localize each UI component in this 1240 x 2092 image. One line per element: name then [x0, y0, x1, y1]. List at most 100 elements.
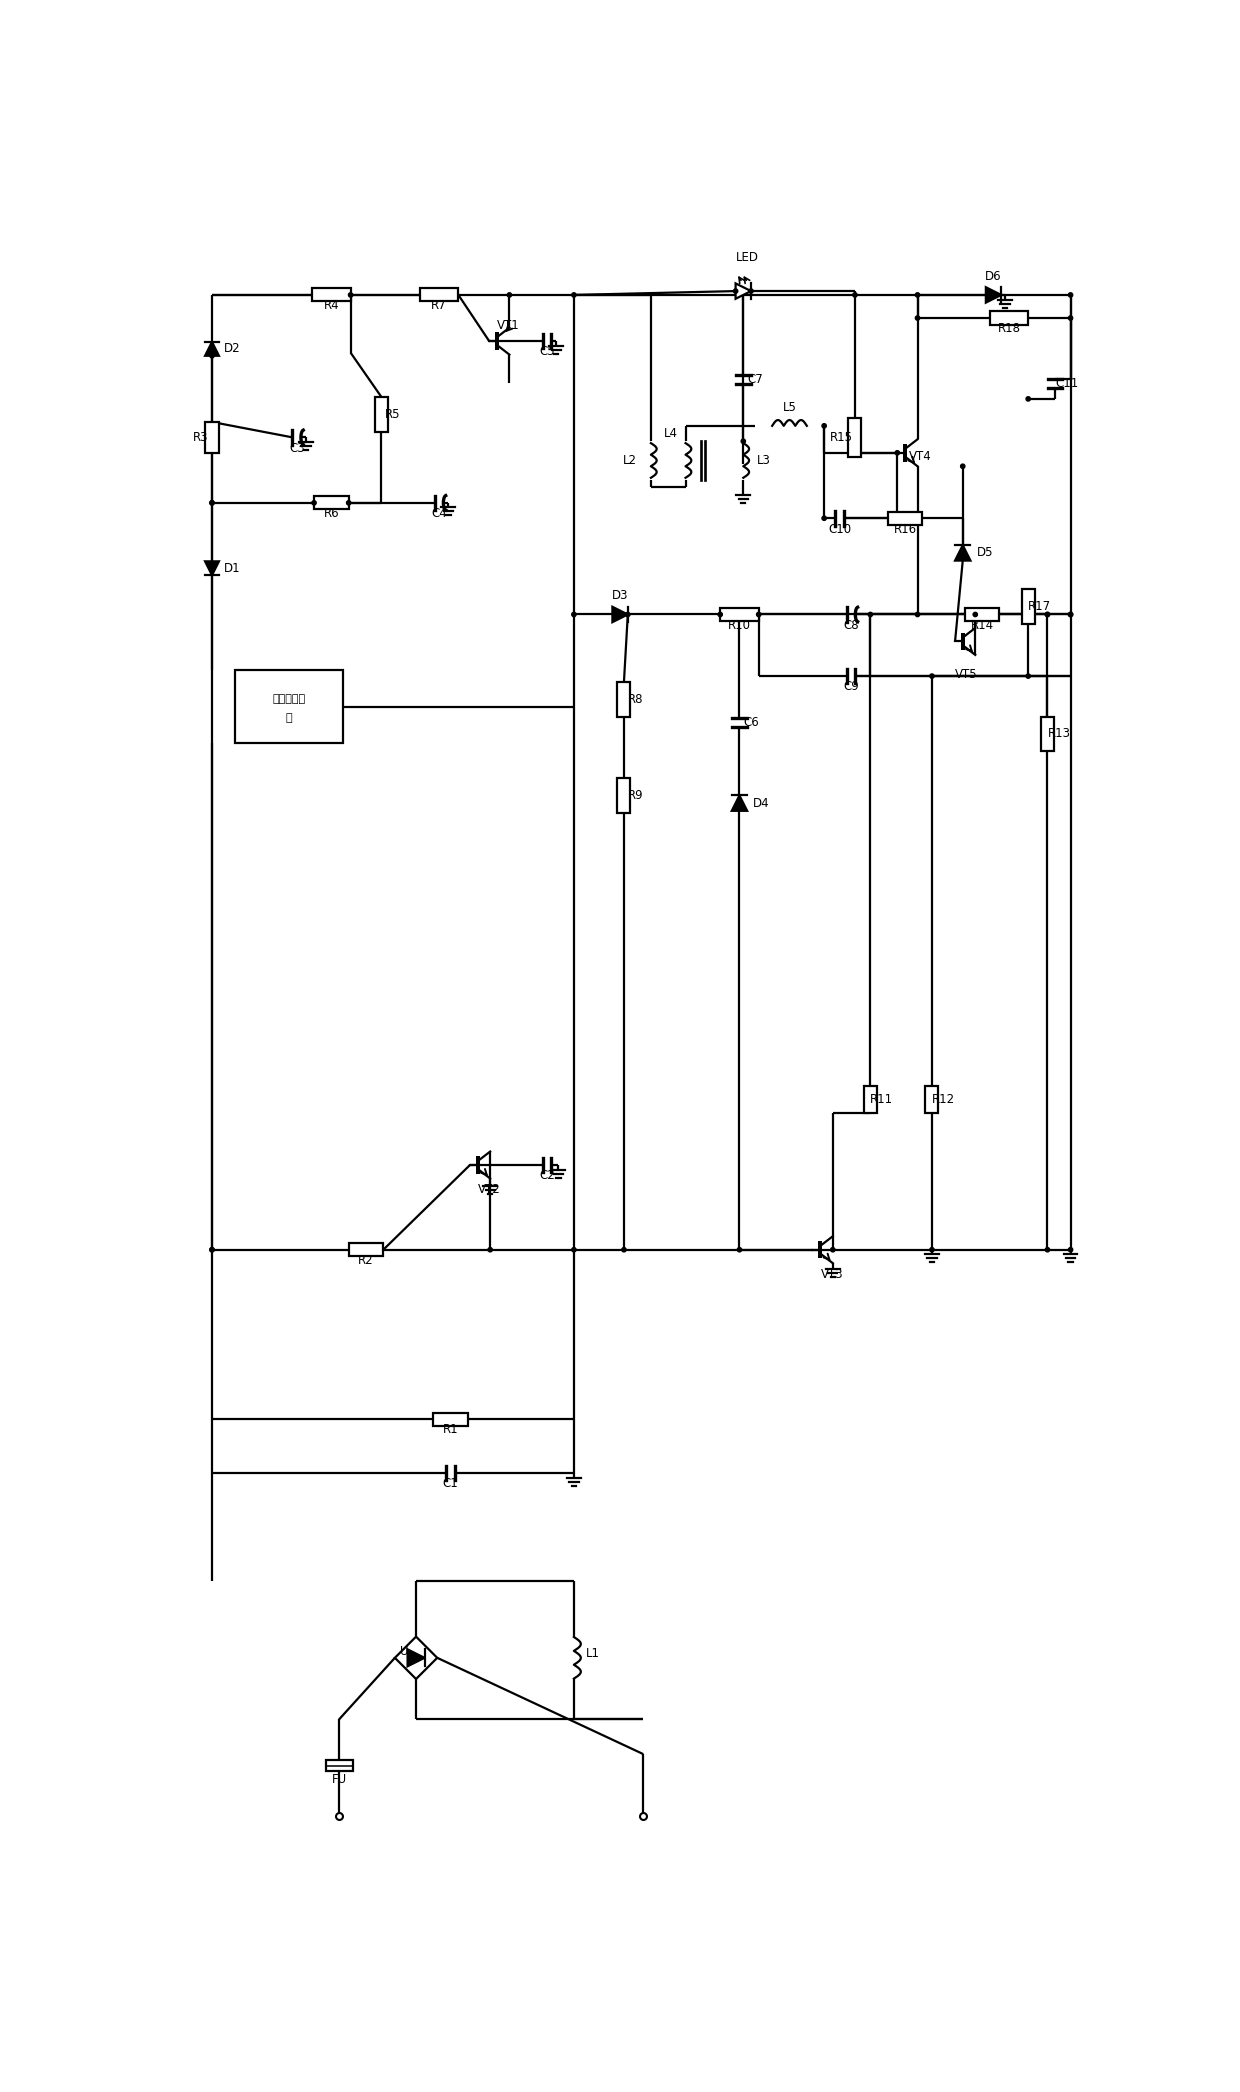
Circle shape: [733, 289, 738, 293]
Text: C9: C9: [843, 680, 859, 692]
Circle shape: [210, 500, 215, 504]
Bar: [618, 778, 630, 814]
Text: VT1: VT1: [497, 320, 520, 333]
Text: LED: LED: [735, 251, 759, 264]
Circle shape: [822, 517, 826, 521]
Text: R9: R9: [627, 789, 644, 801]
Circle shape: [822, 425, 826, 429]
Text: C1: C1: [443, 1477, 459, 1490]
Text: C4: C4: [432, 506, 448, 521]
Text: R6: R6: [324, 506, 340, 521]
Circle shape: [930, 1247, 934, 1251]
Text: R3: R3: [192, 431, 208, 444]
Circle shape: [1069, 293, 1073, 297]
Text: R17: R17: [1028, 600, 1052, 613]
Bar: [420, 289, 459, 301]
Text: R1: R1: [443, 1423, 459, 1437]
Text: C2: C2: [539, 1169, 554, 1182]
Text: L5: L5: [782, 402, 796, 414]
Text: D5: D5: [977, 546, 993, 559]
Polygon shape: [205, 341, 219, 356]
Text: C8: C8: [843, 619, 859, 632]
Text: C7: C7: [746, 372, 763, 387]
Text: R18: R18: [997, 322, 1021, 335]
Text: D1: D1: [223, 563, 241, 575]
Circle shape: [621, 1247, 626, 1251]
Text: VT2: VT2: [477, 1184, 501, 1197]
Circle shape: [749, 289, 753, 293]
Circle shape: [348, 293, 352, 297]
Bar: [1022, 590, 1034, 623]
Circle shape: [210, 500, 215, 504]
Bar: [965, 609, 999, 621]
Circle shape: [346, 500, 351, 504]
Text: 路: 路: [285, 713, 293, 724]
Circle shape: [489, 1247, 492, 1251]
Text: C10: C10: [828, 523, 851, 536]
Circle shape: [572, 293, 577, 297]
Text: R14: R14: [971, 619, 993, 632]
Text: L3: L3: [758, 454, 771, 467]
Text: C3: C3: [289, 441, 305, 454]
Circle shape: [572, 1247, 577, 1251]
Circle shape: [1045, 613, 1049, 617]
Bar: [348, 1243, 383, 1257]
Circle shape: [915, 316, 920, 320]
Circle shape: [1069, 316, 1073, 320]
Polygon shape: [394, 1636, 438, 1680]
Text: R10: R10: [728, 619, 751, 632]
Circle shape: [1025, 397, 1030, 402]
Bar: [990, 312, 1028, 324]
Polygon shape: [986, 287, 1001, 303]
Text: VT4: VT4: [909, 450, 931, 462]
Bar: [206, 423, 218, 452]
Bar: [236, 669, 343, 743]
Circle shape: [915, 293, 920, 297]
Circle shape: [312, 500, 316, 504]
Circle shape: [507, 293, 512, 297]
Circle shape: [853, 293, 857, 297]
Circle shape: [1069, 1247, 1073, 1251]
Circle shape: [210, 354, 215, 358]
Text: C11: C11: [1055, 377, 1079, 389]
Text: L1: L1: [585, 1648, 599, 1661]
Circle shape: [572, 613, 577, 617]
Circle shape: [1069, 613, 1073, 617]
Circle shape: [895, 450, 899, 454]
Bar: [433, 1412, 467, 1425]
Text: FU: FU: [331, 1774, 347, 1787]
Circle shape: [742, 439, 745, 444]
Text: L4: L4: [663, 427, 678, 439]
Bar: [864, 1086, 877, 1113]
Bar: [618, 682, 630, 715]
Text: R15: R15: [830, 431, 853, 444]
Text: L2: L2: [622, 454, 637, 467]
Circle shape: [1045, 1247, 1049, 1251]
Circle shape: [210, 1247, 215, 1251]
Circle shape: [868, 613, 873, 617]
Text: R2: R2: [358, 1253, 373, 1268]
Text: VT5: VT5: [955, 667, 978, 682]
Bar: [848, 418, 862, 456]
Polygon shape: [735, 282, 751, 299]
Text: C5: C5: [539, 345, 554, 358]
Text: R16: R16: [894, 523, 916, 536]
Bar: [925, 1086, 939, 1113]
Text: R12: R12: [932, 1094, 955, 1107]
Circle shape: [831, 1247, 835, 1251]
Text: D3: D3: [611, 590, 629, 602]
Polygon shape: [955, 546, 971, 561]
Text: VT3: VT3: [821, 1268, 843, 1280]
Polygon shape: [732, 795, 748, 812]
Text: R11: R11: [870, 1094, 894, 1107]
Text: D6: D6: [986, 270, 1002, 282]
Polygon shape: [613, 607, 627, 621]
Text: R8: R8: [627, 692, 644, 705]
Bar: [312, 289, 351, 301]
Text: 过压保护电: 过压保护电: [273, 695, 305, 705]
Circle shape: [718, 613, 723, 617]
Bar: [1040, 715, 1054, 751]
Circle shape: [1025, 674, 1030, 678]
Polygon shape: [205, 561, 219, 575]
Bar: [888, 513, 923, 525]
